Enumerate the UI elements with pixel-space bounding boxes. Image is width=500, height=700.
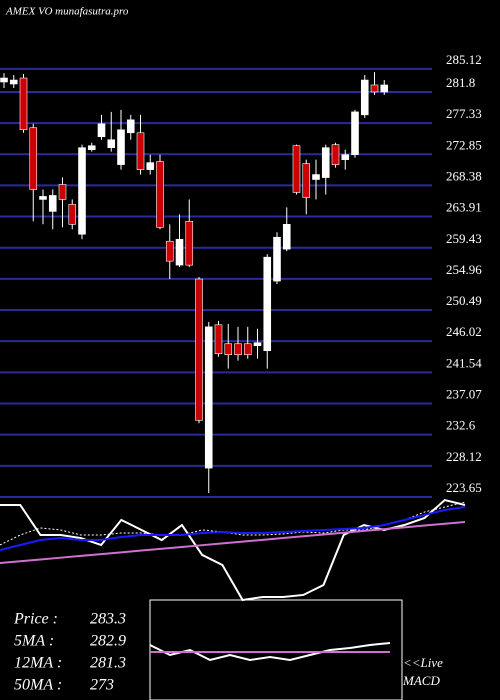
stat-label: 5MA : — [14, 633, 54, 650]
candle-body — [214, 324, 223, 354]
candle-body — [292, 145, 301, 193]
candle-body — [243, 343, 252, 355]
candle-body — [312, 174, 320, 180]
panel-label: MACD — [402, 673, 440, 688]
indicator-line — [149, 642, 391, 662]
candle-body — [126, 119, 135, 134]
candle-body — [224, 343, 233, 355]
y-tick-label: 272.85 — [446, 137, 482, 152]
candle-body — [0, 77, 8, 83]
candle-body — [302, 163, 311, 198]
candle-body — [380, 84, 389, 93]
stat-value: 273 — [90, 677, 114, 694]
indicator-line — [0, 505, 466, 551]
candle-body — [87, 145, 96, 150]
candle-body — [97, 123, 106, 138]
candle-body — [360, 79, 369, 116]
candle-body — [195, 278, 203, 421]
y-tick-label: 268.38 — [446, 168, 482, 183]
candle-body — [273, 236, 281, 282]
candle-body — [370, 84, 379, 93]
stat-label: 12MA : — [14, 655, 62, 672]
candle-body — [68, 204, 77, 225]
candle-body — [136, 132, 145, 170]
candle-body — [117, 129, 125, 165]
y-tick-label: 241.54 — [446, 355, 482, 370]
candle-body — [175, 238, 184, 266]
candle-body — [39, 196, 47, 200]
candle-body — [146, 162, 155, 170]
candle-body — [321, 147, 330, 178]
y-tick-label: 246.02 — [446, 324, 482, 339]
y-tick-label: 281.8 — [446, 75, 475, 90]
chart-title: AMEX VO munafasutra.pro — [5, 6, 129, 18]
candle-body — [282, 223, 291, 250]
candle-body — [253, 342, 262, 347]
stat-label: Price : — [13, 611, 58, 628]
candle-body — [19, 77, 28, 131]
y-tick-label: 223.65 — [446, 480, 482, 495]
candle-body — [156, 161, 164, 228]
candle-body — [107, 139, 116, 148]
y-tick-label: 259.43 — [446, 231, 482, 246]
panel-label: <<Live — [403, 655, 443, 670]
y-tick-label: 250.49 — [446, 293, 482, 308]
y-tick-label: 228.12 — [446, 449, 482, 464]
candle-body — [204, 326, 213, 469]
candle-body — [351, 111, 359, 155]
stat-label: 50MA : — [14, 677, 62, 694]
candle-body — [185, 220, 194, 266]
y-tick-label: 237.07 — [446, 387, 482, 402]
macd-box — [149, 599, 403, 700]
candle-body — [341, 154, 350, 160]
candle-body — [234, 343, 242, 355]
y-tick-label: 277.33 — [446, 106, 482, 121]
stat-value: 282.9 — [90, 633, 126, 650]
y-tick-label: 254.96 — [446, 262, 482, 277]
candle-body — [29, 127, 38, 190]
candle-body — [78, 147, 86, 235]
stat-value: 283.3 — [90, 611, 126, 628]
candle-body — [9, 79, 18, 85]
y-tick-label: 263.91 — [446, 200, 482, 215]
y-tick-label: 232.6 — [446, 418, 476, 433]
candle-body — [58, 184, 67, 200]
candle-body — [48, 195, 57, 212]
candle-body — [331, 144, 340, 165]
candle-body — [165, 240, 174, 262]
y-tick-label: 285.12 — [446, 52, 482, 67]
candle-body — [263, 256, 272, 352]
indicator-line — [0, 520, 466, 565]
stat-value: 281.3 — [90, 655, 126, 672]
